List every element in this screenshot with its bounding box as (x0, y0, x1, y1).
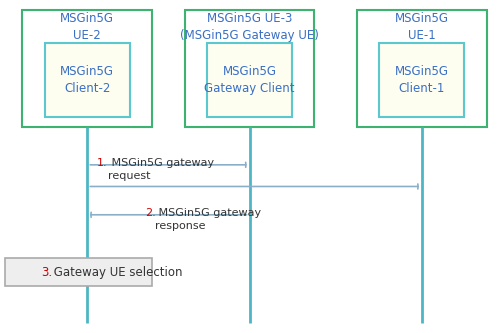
Text: 3.: 3. (41, 266, 52, 279)
Text: MSGin5G
Client-1: MSGin5G Client-1 (395, 65, 449, 95)
Text: MSGin5G
UE-2: MSGin5G UE-2 (60, 12, 114, 42)
Text: MSGin5G gateway
response: MSGin5G gateway response (155, 208, 261, 230)
Bar (22, 10, 152, 127)
Bar (5, 258, 152, 286)
Text: Gateway UE selection: Gateway UE selection (50, 266, 183, 279)
Text: MSGin5G gateway
request: MSGin5G gateway request (108, 158, 214, 180)
Bar (207, 43, 292, 117)
Text: 2.: 2. (145, 208, 156, 218)
Text: MSGin5G
UE-1: MSGin5G UE-1 (395, 12, 449, 42)
Text: MSGin5G
Client-2: MSGin5G Client-2 (60, 65, 114, 95)
Bar (185, 10, 314, 127)
Bar (379, 43, 464, 117)
Bar (357, 10, 487, 127)
Text: 1.: 1. (97, 158, 108, 168)
Text: MSGin5G
Gateway Client: MSGin5G Gateway Client (204, 65, 295, 95)
Text: MSGin5G UE-3
(MSGin5G Gateway UE): MSGin5G UE-3 (MSGin5G Gateway UE) (180, 12, 319, 42)
Bar (45, 43, 130, 117)
